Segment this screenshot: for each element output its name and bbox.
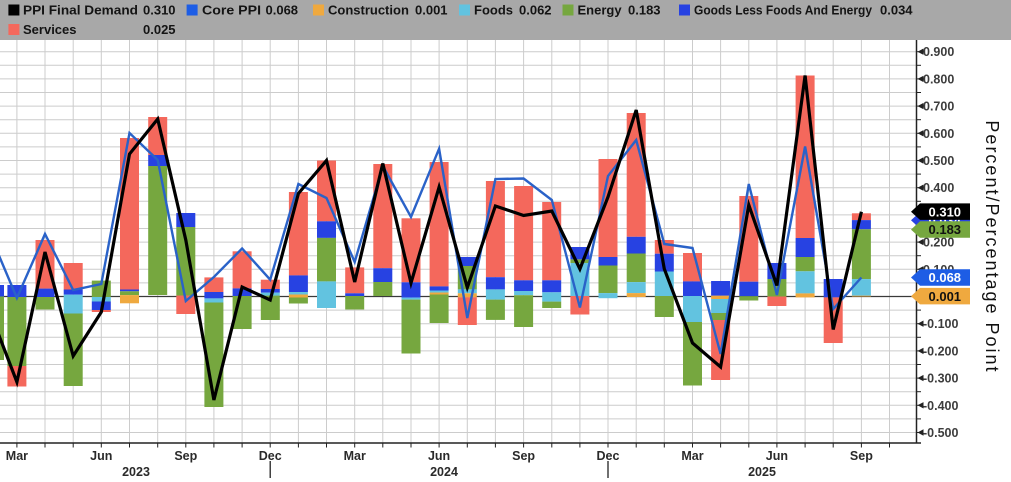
svg-text:0.025: 0.025 <box>143 22 176 37</box>
svg-text:0.068: 0.068 <box>266 3 299 18</box>
svg-text:-0.500: -0.500 <box>923 426 958 440</box>
svg-text:Sep: Sep <box>850 449 873 463</box>
svg-text:0.310: 0.310 <box>143 3 176 18</box>
svg-text:Construction: Construction <box>328 3 409 18</box>
svg-text:0.001: 0.001 <box>929 289 962 304</box>
svg-text:0.183: 0.183 <box>929 222 962 237</box>
svg-text:PPI Final Demand: PPI Final Demand <box>23 3 138 18</box>
svg-text:2024: 2024 <box>430 465 458 479</box>
svg-text:0.800: 0.800 <box>923 72 954 86</box>
svg-text:Foods: Foods <box>474 3 513 18</box>
svg-text:Jun: Jun <box>428 449 450 463</box>
svg-text:Energy: Energy <box>578 3 623 18</box>
svg-text:0.062: 0.062 <box>519 3 552 18</box>
svg-text:0.700: 0.700 <box>923 100 954 114</box>
svg-text:Jun: Jun <box>90 449 112 463</box>
svg-text:0.600: 0.600 <box>923 127 954 141</box>
svg-text:0.068: 0.068 <box>929 270 962 285</box>
svg-text:-0.300: -0.300 <box>923 372 958 386</box>
svg-text:2023: 2023 <box>122 465 150 479</box>
svg-text:Mar: Mar <box>6 449 28 463</box>
svg-text:0.034: 0.034 <box>880 3 913 18</box>
svg-text:2025: 2025 <box>748 465 776 479</box>
svg-text:Percent/Percentage Point: Percent/Percentage Point <box>982 120 1002 373</box>
svg-text:Mar: Mar <box>681 449 703 463</box>
svg-text:0.500: 0.500 <box>923 154 954 168</box>
svg-text:-0.400: -0.400 <box>923 399 958 413</box>
svg-text:0.183: 0.183 <box>628 3 661 18</box>
svg-text:0.200: 0.200 <box>923 236 954 250</box>
svg-text:0.400: 0.400 <box>923 181 954 195</box>
svg-text:Dec: Dec <box>259 449 282 463</box>
svg-text:Core PPI: Core PPI <box>202 3 261 18</box>
svg-text:0.001: 0.001 <box>415 3 448 18</box>
svg-text:Goods Less Foods And Energy: Goods Less Foods And Energy <box>694 3 873 18</box>
svg-text:Mar: Mar <box>344 449 366 463</box>
svg-text:0.900: 0.900 <box>923 45 954 59</box>
svg-text:Services: Services <box>23 22 77 37</box>
svg-text:-0.200: -0.200 <box>923 344 958 358</box>
svg-text:-0.100: -0.100 <box>923 317 958 331</box>
svg-text:Jun: Jun <box>766 449 788 463</box>
svg-text:0.310: 0.310 <box>929 204 962 219</box>
svg-text:Dec: Dec <box>597 449 620 463</box>
svg-text:Sep: Sep <box>512 449 535 463</box>
svg-text:Sep: Sep <box>174 449 197 463</box>
